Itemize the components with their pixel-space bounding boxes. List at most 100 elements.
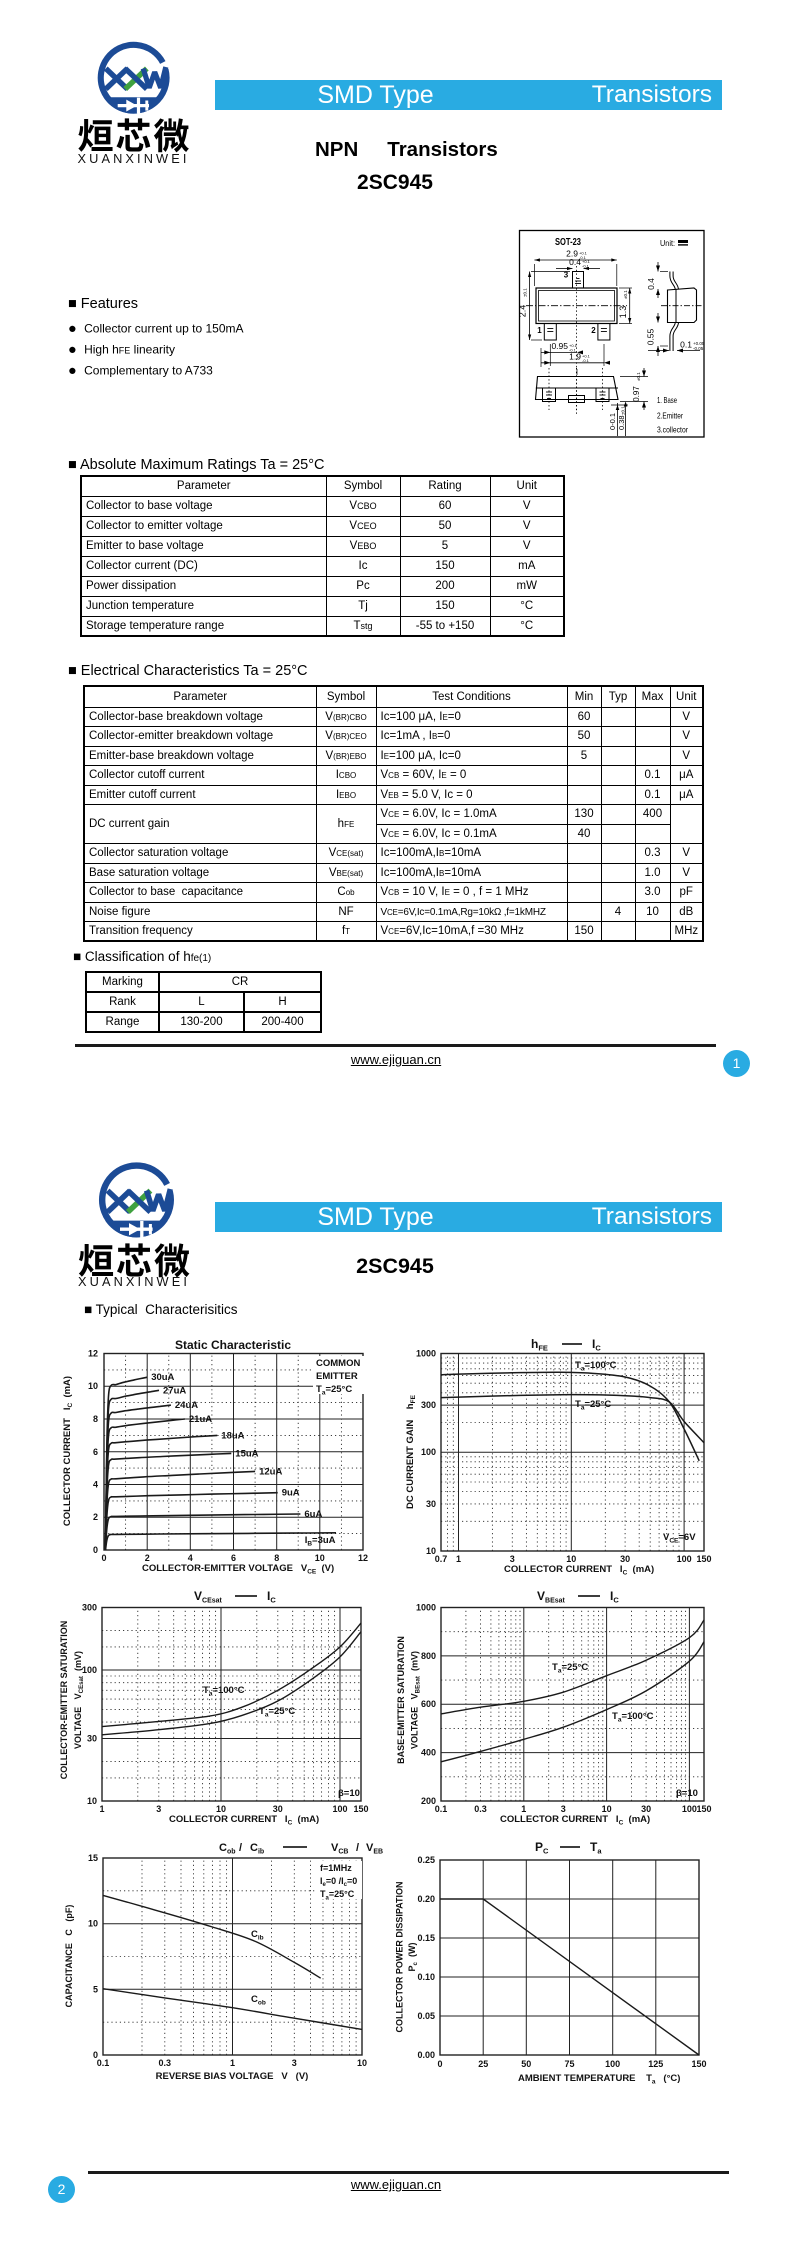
svg-text:+0.1: +0.1 <box>582 353 591 358</box>
svg-text:Ta=25°C: Ta=25°C <box>316 1384 352 1397</box>
svg-text:0.95: 0.95 <box>551 341 568 351</box>
svg-text:4: 4 <box>188 1553 193 1563</box>
svg-text:-0.1: -0.1 <box>569 348 577 353</box>
svg-text:COMMON: COMMON <box>316 1358 360 1369</box>
svg-text:10: 10 <box>88 1381 98 1391</box>
svg-text:10: 10 <box>357 2058 367 2068</box>
svg-text:VBEsat: VBEsat <box>537 1589 566 1605</box>
svg-text:VOLTAGE VBEsat (mV): VOLTAGE VBEsat (mV) <box>410 1651 422 1749</box>
svg-text:Ta=100°C: Ta=100°C <box>612 1711 654 1724</box>
svg-text:VCB: VCB <box>331 1842 348 1856</box>
svg-text:10: 10 <box>426 1546 436 1556</box>
svg-text:2: 2 <box>93 1512 98 1522</box>
svg-text:VCEsat: VCEsat <box>194 1589 223 1605</box>
svg-text:10: 10 <box>88 1919 98 1929</box>
svg-text:12: 12 <box>88 1349 98 1359</box>
svg-text:2.Emitter: 2.Emitter <box>657 411 683 421</box>
svg-text:100: 100 <box>421 1447 436 1457</box>
svg-text:300: 300 <box>421 1400 436 1410</box>
svg-text:0.00: 0.00 <box>417 2050 435 2060</box>
svg-text:Ta=25°C: Ta=25°C <box>575 1399 611 1412</box>
svg-text:18uA: 18uA <box>221 1430 244 1441</box>
svg-text:SOT-23: SOT-23 <box>555 236 581 248</box>
svg-text:Ta=25°C: Ta=25°C <box>259 1706 295 1719</box>
svg-text:0.20: 0.20 <box>417 1894 435 1904</box>
svg-text:100: 100 <box>682 1804 697 1814</box>
svg-text:30: 30 <box>273 1804 283 1814</box>
svg-text:2: 2 <box>591 326 596 335</box>
svg-text:400: 400 <box>421 1748 436 1758</box>
svg-text:COLLECTOR-EMITTER SATURATION: COLLECTOR-EMITTER SATURATION <box>59 1621 69 1780</box>
svg-text:12: 12 <box>358 1553 368 1563</box>
svg-text:75: 75 <box>564 2059 574 2069</box>
svg-text:24uA: 24uA <box>175 1400 198 1411</box>
svg-text:Cob: Cob <box>251 1994 266 2007</box>
svg-text:Cib: Cib <box>250 1842 264 1856</box>
svg-text:Ta=25°C: Ta=25°C <box>552 1662 588 1675</box>
svg-text:4: 4 <box>93 1480 98 1490</box>
svg-text:0.1: 0.1 <box>97 2058 110 2068</box>
svg-text:9uA: 9uA <box>282 1488 300 1499</box>
svg-text:3: 3 <box>564 271 569 280</box>
svg-text:0.3: 0.3 <box>474 1804 487 1814</box>
svg-text:Ta=100°C: Ta=100°C <box>575 1360 617 1373</box>
svg-text:3: 3 <box>510 1554 515 1564</box>
svg-text:200: 200 <box>421 1796 436 1806</box>
svg-text:100: 100 <box>82 1665 97 1675</box>
svg-text:3: 3 <box>156 1804 161 1814</box>
svg-text:AMBIENT TEMPERATURE Ta (°: AMBIENT TEMPERATURE Ta (°C) <box>518 2073 680 2086</box>
svg-text:1.9: 1.9 <box>569 352 581 362</box>
svg-text:REVERSE BIAS VOLTAGE V (V): REVERSE BIAS VOLTAGE V (V) <box>156 2071 309 2082</box>
svg-text:/: / <box>239 1842 242 1854</box>
svg-text:15uA: 15uA <box>235 1448 258 1459</box>
svg-text:0-0.1: 0-0.1 <box>608 413 617 430</box>
svg-text:1: 1 <box>99 1804 104 1814</box>
svg-text:β=10: β=10 <box>338 1788 360 1799</box>
svg-text:-0.1: -0.1 <box>579 255 587 260</box>
svg-text:+0.1: +0.1 <box>569 343 578 348</box>
svg-text:COLLECTOR CURRENT IC (mA): COLLECTOR CURRENT IC (mA) <box>62 1376 74 1526</box>
svg-text:+0.1: +0.1 <box>579 250 588 255</box>
svg-text:DC CURRENT GAIN hFE: DC CURRENT GAIN hFE <box>405 1394 417 1509</box>
svg-text:10: 10 <box>87 1796 97 1806</box>
svg-text:6: 6 <box>231 1553 236 1563</box>
svg-text:10: 10 <box>216 1804 226 1814</box>
svg-text:6uA: 6uA <box>304 1509 322 1520</box>
svg-text:0: 0 <box>101 1553 106 1563</box>
svg-text:25: 25 <box>478 2059 488 2069</box>
svg-text:Unit:: Unit: <box>660 238 675 248</box>
svg-text:30: 30 <box>426 1499 436 1509</box>
svg-text:3.collector: 3.collector <box>657 425 688 435</box>
svg-text:2.4: 2.4 <box>518 305 528 318</box>
svg-text:10: 10 <box>315 1553 325 1563</box>
svg-text:8: 8 <box>93 1414 98 1424</box>
svg-text:-0.1: -0.1 <box>582 358 590 363</box>
svg-text:0.1: 0.1 <box>435 1804 448 1814</box>
svg-text:BASE-EMITTER SATURATION: BASE-EMITTER SATURATION <box>396 1636 406 1764</box>
svg-text:±0.1: ±0.1 <box>523 288 528 297</box>
svg-text:CAPACITANCE C (pF): CAPACITANCE C (pF) <box>64 1905 74 2008</box>
svg-text:COLLECTOR CURRENT IC (mA): COLLECTOR CURRENT IC (mA) <box>169 1814 319 1827</box>
svg-text:±0.1: ±0.1 <box>621 406 626 415</box>
svg-text:150: 150 <box>696 1804 711 1814</box>
svg-text:150: 150 <box>353 1804 368 1814</box>
svg-text:0.3: 0.3 <box>159 2058 172 2068</box>
svg-text:-0.1: -0.1 <box>582 264 590 269</box>
svg-text:IB=3uA: IB=3uA <box>305 1535 336 1548</box>
svg-text:0.15: 0.15 <box>417 1933 435 1943</box>
svg-text:10: 10 <box>602 1804 612 1814</box>
svg-text:0.55: 0.55 <box>646 328 656 345</box>
svg-text:β=10: β=10 <box>676 1788 698 1799</box>
svg-text:30: 30 <box>87 1734 97 1744</box>
svg-text:1: 1 <box>230 2058 235 2068</box>
svg-text:15: 15 <box>88 1853 98 1863</box>
svg-text:Ie=0 /Ic=0: Ie=0 /Ic=0 <box>320 1876 357 1888</box>
svg-text:Pc (W): Pc (W) <box>407 1943 419 1972</box>
svg-text:10: 10 <box>566 1554 576 1564</box>
svg-text:COLLECTOR POWER DISSIPATION: COLLECTOR POWER DISSIPATION <box>395 1881 405 2032</box>
svg-text:30: 30 <box>620 1554 630 1564</box>
svg-text:21uA: 21uA <box>189 1414 212 1425</box>
svg-text:5: 5 <box>93 1984 98 1994</box>
svg-text:6: 6 <box>93 1447 98 1457</box>
svg-text:Static Characteristic: Static Characteristic <box>175 1338 291 1352</box>
